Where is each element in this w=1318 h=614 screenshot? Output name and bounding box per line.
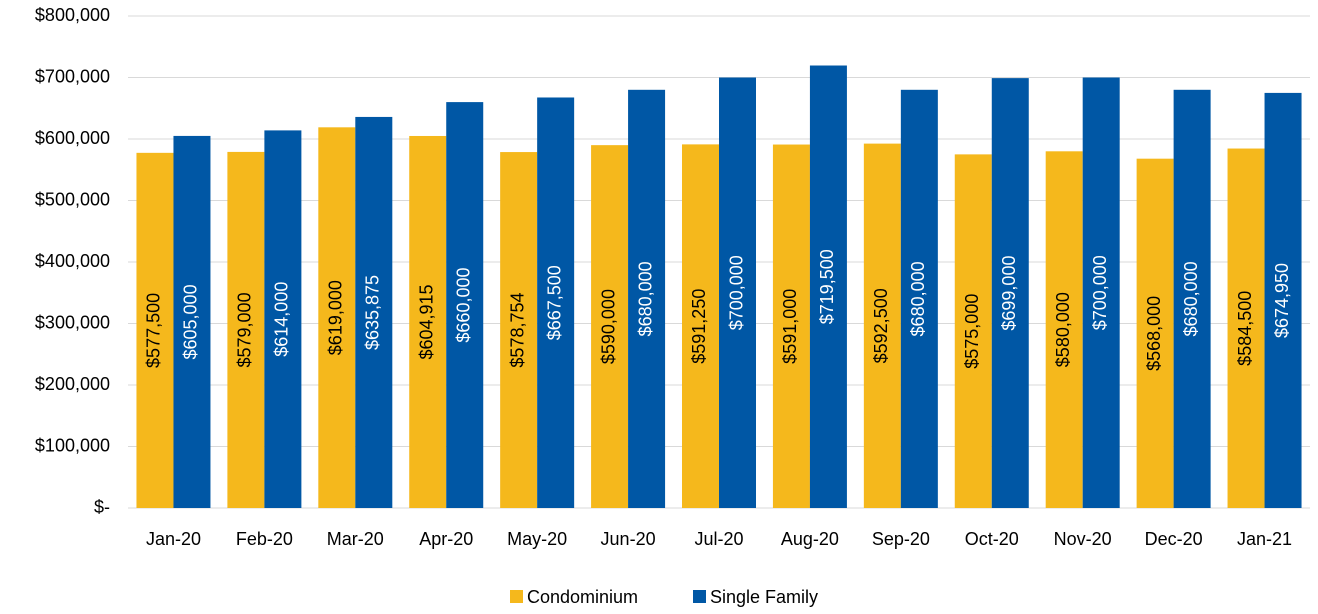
data-label: $699,000 — [999, 256, 1019, 331]
bar — [500, 152, 538, 508]
data-label: $591,250 — [689, 289, 709, 364]
data-label: $604,915 — [416, 284, 436, 359]
data-label: $578,754 — [507, 292, 527, 367]
y-tick-label: $300,000 — [35, 312, 110, 332]
x-tick-label: Nov-20 — [1054, 529, 1112, 549]
y-tick-label: $200,000 — [35, 374, 110, 394]
x-tick-label: Aug-20 — [781, 529, 839, 549]
x-tick-label: Oct-20 — [965, 529, 1019, 549]
data-label: $667,500 — [544, 265, 564, 340]
data-label: $584,500 — [1235, 291, 1255, 366]
bar — [1173, 89, 1211, 509]
bar — [682, 144, 719, 508]
legend-label: Condominium — [527, 587, 638, 607]
bar — [409, 135, 447, 508]
x-tick-label: Apr-20 — [419, 529, 473, 549]
data-label: $575,000 — [962, 294, 982, 369]
data-label: $719,500 — [817, 249, 837, 324]
y-tick-label: $700,000 — [35, 66, 110, 86]
bar — [863, 143, 901, 509]
bar — [1082, 77, 1120, 508]
y-tick-label: $800,000 — [35, 5, 110, 25]
data-label: $579,000 — [235, 292, 255, 367]
data-label: $660,000 — [453, 268, 473, 343]
data-label: $614,000 — [272, 282, 292, 357]
bar — [537, 97, 575, 509]
bar — [136, 152, 174, 508]
x-tick-label: Dec-20 — [1145, 529, 1203, 549]
y-tick-label: $100,000 — [35, 435, 110, 455]
legend-swatch — [510, 590, 523, 603]
bar — [991, 78, 1029, 509]
data-label: $591,000 — [780, 289, 800, 364]
bar — [264, 130, 302, 508]
bar — [1045, 151, 1083, 509]
x-tick-label: May-20 — [507, 529, 567, 549]
bar — [355, 116, 393, 508]
bar — [1136, 158, 1174, 508]
data-label: $577,500 — [144, 293, 164, 368]
data-label: $580,000 — [1053, 292, 1073, 367]
x-tick-label: Sep-20 — [872, 529, 930, 549]
data-label: $674,950 — [1272, 263, 1292, 338]
bar — [900, 89, 938, 509]
data-label: $680,000 — [635, 261, 655, 336]
x-tick-label: Jan-21 — [1237, 529, 1292, 549]
data-label: $619,000 — [326, 280, 346, 355]
y-tick-label: $600,000 — [35, 128, 110, 148]
bar — [628, 89, 666, 509]
y-tick-label: $500,000 — [35, 189, 110, 209]
bar — [591, 145, 629, 508]
x-tick-label: Feb-20 — [236, 529, 293, 549]
data-label: $590,000 — [598, 289, 618, 364]
data-label: $700,000 — [1090, 255, 1110, 330]
data-label: $680,000 — [908, 261, 928, 336]
bar — [719, 77, 756, 508]
x-tick-label: Jan-20 — [146, 529, 201, 549]
data-label: $700,000 — [726, 255, 746, 330]
bar — [772, 144, 810, 508]
bar — [173, 135, 211, 509]
data-label: $592,500 — [871, 288, 891, 363]
bar — [809, 65, 847, 508]
bar — [954, 154, 992, 508]
y-tick-label: $400,000 — [35, 251, 110, 271]
data-label: $568,000 — [1144, 296, 1164, 371]
bar — [1264, 92, 1302, 508]
y-tick-label: $- — [94, 497, 110, 517]
x-tick-label: Jun-20 — [601, 529, 656, 549]
data-label: $635,875 — [363, 275, 383, 350]
legend-label: Single Family — [710, 587, 818, 607]
data-label: $680,000 — [1181, 261, 1201, 336]
bar — [1227, 148, 1265, 508]
x-tick-label: Jul-20 — [694, 529, 743, 549]
bar — [227, 151, 265, 509]
data-label: $605,000 — [181, 284, 201, 359]
bar — [446, 102, 484, 508]
legend-swatch — [693, 590, 706, 603]
bar — [318, 127, 356, 508]
x-tick-label: Mar-20 — [327, 529, 384, 549]
